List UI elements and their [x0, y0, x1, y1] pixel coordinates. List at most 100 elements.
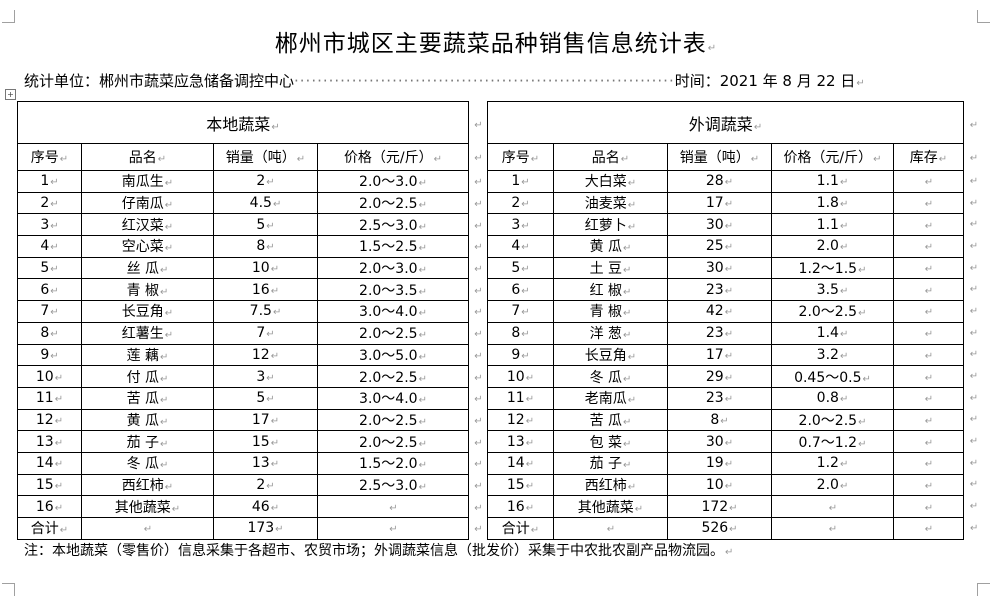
- imported-name-cell-text: 冬 瓜: [589, 369, 623, 386]
- imported-price-cell-text: 1.8: [816, 195, 839, 212]
- gap-cell: [468, 170, 488, 193]
- local-price-cell: [317, 517, 469, 540]
- gap-cell: [468, 300, 488, 323]
- imported-price-cell-text: 2.0: [816, 476, 839, 493]
- local-seq-cell: 14: [17, 451, 82, 475]
- imported-price-cell: [771, 495, 894, 518]
- imported-seq-cell: 7: [487, 300, 554, 323]
- local-sales-cell: 8: [213, 235, 318, 258]
- imported-name-cell: 茄 子: [553, 451, 668, 475]
- imported-name-cell-text: 土 豆: [589, 261, 623, 278]
- local-price-cell-text: 1.5～2.5: [359, 239, 418, 256]
- local-name-cell-text: 长豆角: [121, 304, 164, 321]
- local-sales-cell-text: 5: [256, 216, 266, 233]
- table-row: 13 茄 子 15 2.0～2.5 13 包 菜 30 0.7～1.2: [17, 430, 984, 453]
- imported-header-name-text: 品名: [591, 150, 620, 166]
- imported-stock-cell: [893, 430, 964, 453]
- imported-seq-cell-text: 1: [511, 173, 521, 190]
- row-end-mark: [964, 214, 984, 236]
- imported-price-cell-text: 2.0: [816, 238, 839, 255]
- imported-sales-cell-text: 17: [705, 195, 724, 212]
- imported-price-cell: 1.4: [771, 321, 894, 345]
- imported-sales-cell: 30: [667, 213, 772, 237]
- imported-stock-cell: [893, 451, 964, 475]
- local-price-cell: [317, 495, 469, 518]
- local-seq-cell: 16: [17, 495, 82, 518]
- imported-seq-cell-text: 8: [511, 325, 521, 342]
- imported-price-cell: 0.7～1.2: [771, 430, 894, 453]
- imported-name-cell-text: 包 菜: [589, 434, 623, 451]
- page-corner-mark: [977, 10, 990, 23]
- local-price-cell: 3.0～4.0: [317, 386, 469, 410]
- imported-seq-cell: 3: [487, 213, 554, 237]
- imported-seq-cell-text: 2: [511, 195, 521, 212]
- local-name-cell: 付 瓜: [81, 365, 214, 388]
- local-name-cell-text: 红汉菜: [121, 217, 164, 234]
- imported-stock-cell: [893, 386, 964, 410]
- imported-sales-cell-text: 30: [705, 216, 724, 233]
- imported-name-cell: 长豆角: [553, 343, 668, 367]
- local-sales-cell-text: 2: [256, 173, 266, 190]
- imported-name-cell: 红 椒: [553, 278, 668, 302]
- imported-seq-cell-text: 7: [511, 303, 521, 320]
- imported-sales-cell-text: 23: [705, 390, 724, 407]
- imported-sales-cell: 29: [667, 365, 772, 388]
- local-price-cell: 2.0～3.0: [317, 170, 469, 193]
- imported-price-cell-text: 0.8: [816, 390, 839, 407]
- row-end-mark: [964, 192, 984, 214]
- imported-price-cell: 1.1: [771, 170, 894, 193]
- local-name-cell-text: 丝 瓜: [126, 261, 160, 278]
- imported-name-cell: 西红柿: [553, 473, 668, 497]
- table-row: 14 冬 瓜 13 1.5～2.0 14 茄 子 19 1.2: [17, 451, 984, 475]
- local-name-cell-text: 红薯生: [121, 326, 164, 343]
- local-sales-cell: 2: [213, 473, 318, 497]
- imported-sales-cell: 30: [667, 430, 772, 453]
- imported-price-cell-text: 1.4: [816, 325, 839, 342]
- imported-header-seq: 序号: [487, 143, 554, 171]
- row-end-mark: [964, 144, 984, 171]
- local-name-cell: 青 椒: [81, 278, 214, 302]
- gap-cell: [468, 430, 488, 453]
- imported-sales-cell: 23: [667, 278, 772, 302]
- imported-seq-cell-text: 5: [511, 260, 521, 277]
- imported-seq-cell: 11: [487, 386, 554, 410]
- imported-name-cell-text: 茄 子: [589, 456, 623, 473]
- local-seq-cell-text: 13: [35, 433, 54, 450]
- local-seq-cell: 3: [17, 213, 82, 237]
- imported-price-cell: 3.2: [771, 343, 894, 367]
- document-title: 郴州市城区主要蔬菜品种销售信息统计表: [0, 24, 992, 58]
- imported-name-cell-text: 苦 瓜: [589, 412, 623, 429]
- local-sales-cell: 5: [213, 213, 318, 237]
- row-end-mark: [964, 301, 984, 323]
- imported-price-cell: [771, 517, 894, 540]
- imported-seq-cell-text: 6: [511, 281, 521, 298]
- local-header-name: 品名: [81, 143, 214, 171]
- imported-sales-cell: 10: [667, 473, 772, 497]
- imported-sales-cell-text: 19: [705, 455, 724, 472]
- local-name-cell: 莲 藕: [81, 343, 214, 367]
- imported-seq-cell-text: 13: [506, 433, 525, 450]
- row-end-mark: [964, 344, 984, 366]
- local-name-cell: 黄 瓜: [81, 408, 214, 432]
- imported-seq-cell: 15: [487, 473, 554, 497]
- row-end-mark: [964, 518, 984, 540]
- table-move-handle-icon[interactable]: +: [5, 89, 16, 100]
- local-seq-cell: 2: [17, 191, 82, 215]
- row-end-mark: [964, 322, 984, 344]
- local-seq-cell-text: 6: [40, 281, 50, 298]
- local-sales-cell-text: 2: [256, 476, 266, 493]
- imported-name-cell: 其他蔬菜: [553, 495, 668, 518]
- local-sales-cell-text: 17: [251, 411, 270, 428]
- imported-name-cell: 苦 瓜: [553, 408, 668, 432]
- local-price-cell: 2.0～3.5: [317, 278, 469, 302]
- local-price-cell-text: 3.0～4.0: [359, 391, 418, 408]
- row-end-mark: [964, 236, 984, 258]
- imported-seq-cell: 合计: [487, 517, 554, 540]
- imported-price-cell-text: 2.0～2.5: [798, 412, 858, 429]
- row-end-mark: [964, 431, 984, 453]
- local-name-cell: 茄 子: [81, 430, 214, 453]
- local-seq-cell: 8: [17, 321, 82, 345]
- local-seq-cell-text: 9: [40, 346, 50, 363]
- imported-sales-cell: 23: [667, 321, 772, 345]
- gap-cell: [468, 143, 488, 171]
